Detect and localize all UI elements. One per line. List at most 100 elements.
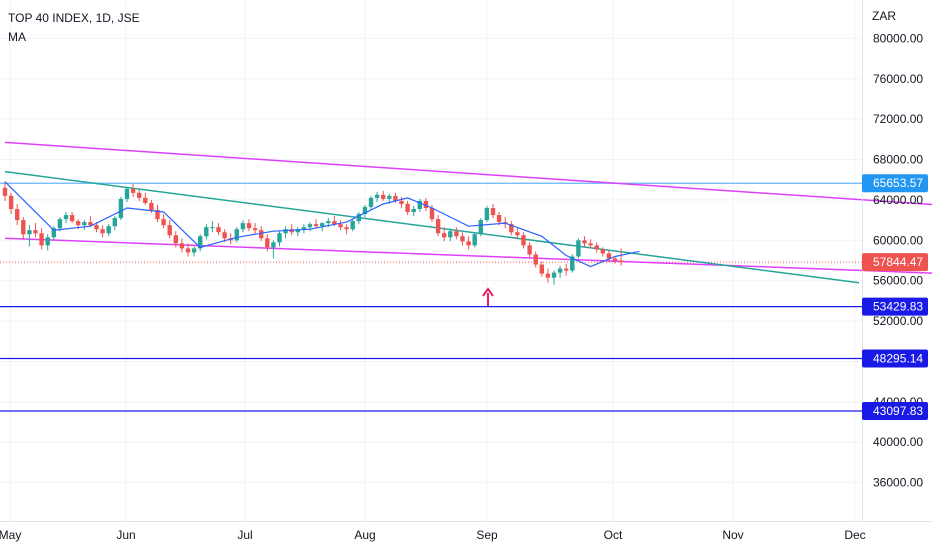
y-tick-label: 60000.00: [873, 233, 923, 247]
x-tick-label: Jun: [116, 528, 135, 542]
symbol-title[interactable]: TOP 40 INDEX, 1D, JSE: [8, 11, 140, 25]
candle-body: [582, 240, 587, 244]
candle-body: [204, 227, 209, 237]
candle-body: [259, 230, 264, 239]
candle-body: [118, 198, 124, 219]
candle-body: [411, 209, 416, 213]
candle-body: [88, 222, 93, 226]
y-tick-label: 68000.00: [873, 153, 923, 167]
candle-body: [210, 227, 215, 229]
candlesticks: [2, 181, 624, 285]
candle-body: [271, 242, 276, 248]
candle-body: [557, 268, 563, 273]
candle-body: [381, 194, 386, 199]
candle-body: [362, 206, 368, 215]
y-tick-label: 72000.00: [873, 112, 923, 126]
candle-body: [277, 233, 282, 243]
arrow-head: [482, 287, 494, 297]
candle-body: [606, 253, 612, 259]
y-tick-label: 56000.00: [873, 274, 923, 288]
candle-body: [191, 248, 197, 253]
level-price-tag: 43097.83: [873, 404, 923, 418]
candle-body: [161, 219, 166, 226]
candle-body: [216, 227, 221, 233]
candle-body: [69, 215, 75, 222]
candle-body: [338, 224, 343, 228]
candle-body: [618, 260, 624, 263]
x-tick-label: Dec: [844, 528, 865, 542]
horizontal-levels[interactable]: [0, 182, 862, 412]
candle-body: [8, 195, 14, 210]
candle-body: [94, 225, 99, 230]
candle-body: [442, 233, 447, 238]
candle-body: [222, 232, 227, 239]
candle-body: [393, 195, 398, 201]
candle-body: [130, 188, 136, 193]
candle-body: [112, 218, 117, 227]
candle-body: [15, 209, 20, 221]
candle-body: [551, 272, 557, 278]
candle-body: [51, 228, 56, 238]
candle-body: [612, 258, 618, 261]
candle-body: [460, 236, 465, 242]
candle-body: [63, 215, 69, 220]
candle-body: [240, 223, 246, 230]
candle-body: [198, 236, 203, 249]
last-price-tag-bg: [862, 253, 928, 272]
level-price-tag-bg: [862, 174, 928, 193]
y-tick-label: 52000.00: [873, 314, 923, 328]
trendlines[interactable]: [4, 141, 932, 287]
chart-legend[interactable]: TOP 40 INDEX, 1D, JSE MA: [8, 9, 140, 47]
candle-body: [76, 221, 81, 226]
candle-body: [344, 227, 349, 230]
time-axis[interactable]: May Jun Jul Aug Sep Oct Nov Dec: [0, 528, 866, 542]
candle-body: [429, 207, 435, 220]
indicator-label[interactable]: MA: [8, 30, 26, 44]
y-tick-label: 36000.00: [873, 476, 923, 490]
candle-body: [149, 202, 154, 211]
trendline[interactable]: [4, 237, 932, 287]
candle-body: [533, 254, 538, 265]
candle-body: [490, 207, 496, 216]
candle-body: [246, 223, 252, 229]
level-price-tag-bg: [862, 297, 928, 316]
trendline[interactable]: [4, 170, 860, 284]
candle-body: [594, 245, 599, 250]
trendline[interactable]: [4, 141, 932, 232]
candle-body: [387, 195, 392, 199]
candle-body: [185, 248, 191, 253]
candle-body: [313, 224, 319, 227]
candle-body: [356, 214, 361, 222]
x-tick-label: Oct: [604, 528, 623, 542]
currency-label: ZAR: [872, 9, 896, 23]
x-tick-label: Nov: [722, 528, 743, 542]
x-tick-label: Jul: [237, 528, 252, 542]
candle-body: [33, 230, 38, 234]
candle-body: [466, 241, 471, 246]
candle-body: [332, 221, 337, 225]
candle-body: [265, 238, 270, 248]
candle-body: [454, 231, 459, 237]
candle-body: [515, 232, 520, 236]
moving-average-line: [4, 181, 640, 268]
y-tick-label: 80000.00: [873, 31, 923, 45]
up-arrow-annotation[interactable]: [482, 287, 494, 306]
candle-body: [283, 229, 288, 234]
candle-body: [301, 227, 307, 230]
candle-body: [124, 188, 130, 199]
candle-body: [435, 219, 441, 234]
candle-body: [320, 223, 325, 227]
candle-body: [521, 235, 526, 246]
candle-body: [496, 215, 502, 223]
y-tick-label: 40000.00: [873, 435, 923, 449]
candle-body: [484, 207, 490, 221]
candle-body: [307, 224, 313, 228]
level-price-tag-bg: [862, 349, 928, 368]
candle-body: [326, 221, 331, 224]
candle-body: [295, 229, 300, 233]
candle-body: [539, 264, 544, 274]
candle-body: [478, 220, 483, 235]
candle-body: [39, 233, 44, 246]
candle-body: [600, 249, 605, 254]
